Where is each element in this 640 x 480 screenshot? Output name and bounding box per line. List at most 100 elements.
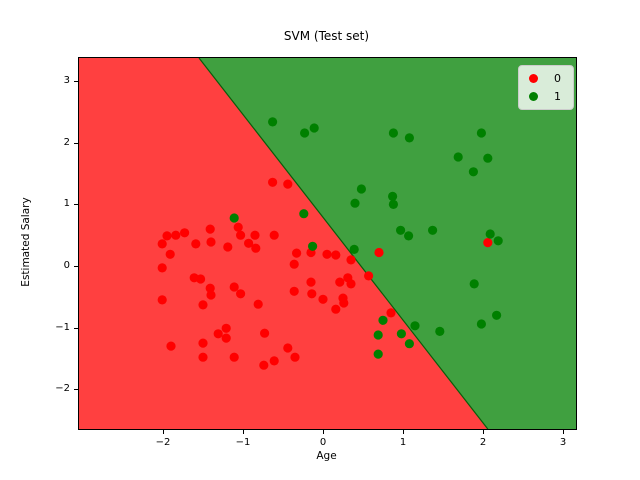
data-point-class-0 bbox=[374, 247, 384, 258]
y-tick-mark bbox=[74, 266, 78, 267]
data-point-class-0 bbox=[205, 283, 215, 293]
data-point-class-0 bbox=[233, 222, 243, 232]
data-point-class-1 bbox=[229, 213, 239, 223]
x-tick-label: −1 bbox=[235, 437, 251, 448]
data-point-class-1 bbox=[493, 236, 503, 246]
data-point-class-0 bbox=[269, 356, 279, 366]
data-point-class-0 bbox=[306, 277, 316, 287]
data-point-class-0 bbox=[364, 271, 374, 281]
data-point-class-0 bbox=[244, 238, 254, 248]
data-point-class-1 bbox=[468, 167, 478, 177]
data-point-class-0 bbox=[339, 298, 349, 308]
data-point-class-0 bbox=[198, 338, 208, 348]
data-point-class-1 bbox=[356, 184, 366, 194]
x-tick-mark bbox=[483, 430, 484, 434]
plot-canvas bbox=[79, 58, 576, 429]
data-point-class-0 bbox=[221, 323, 231, 333]
data-point-class-1 bbox=[396, 225, 406, 235]
y-tick-mark bbox=[74, 327, 78, 329]
data-point-class-0 bbox=[250, 230, 260, 240]
legend-entry-class-0: 0 bbox=[529, 73, 561, 84]
data-point-class-1 bbox=[268, 117, 278, 127]
y-axis-label: Estimated Salary bbox=[20, 197, 32, 287]
x-tick-label: 0 bbox=[319, 437, 327, 448]
region-class-1 bbox=[199, 58, 576, 429]
y-tick-mark bbox=[74, 81, 78, 83]
data-point-class-0 bbox=[269, 230, 279, 240]
data-point-class-0 bbox=[268, 177, 278, 187]
x-axis-label: Age bbox=[316, 450, 337, 462]
data-point-class-0 bbox=[289, 259, 299, 269]
scatter-class-1 bbox=[229, 117, 503, 359]
decision-boundary bbox=[198, 58, 489, 429]
data-point-class-0 bbox=[229, 352, 239, 362]
data-point-class-1 bbox=[404, 133, 414, 143]
data-point-class-0 bbox=[236, 289, 246, 299]
data-point-class-1 bbox=[428, 225, 438, 235]
data-point-class-0 bbox=[292, 248, 302, 258]
data-point-class-1 bbox=[378, 315, 388, 325]
data-point-class-1 bbox=[485, 229, 495, 239]
data-point-class-0 bbox=[229, 282, 239, 292]
data-point-class-0 bbox=[386, 308, 396, 318]
data-point-class-1 bbox=[476, 319, 486, 329]
data-point-class-1 bbox=[388, 191, 398, 201]
x-tick-label: 2 bbox=[479, 437, 487, 448]
class-1-marker-icon bbox=[529, 92, 538, 101]
data-point-class-1 bbox=[396, 329, 406, 339]
data-point-class-0 bbox=[259, 360, 269, 370]
legend-label-class-1: 1 bbox=[554, 90, 561, 103]
data-point-class-1 bbox=[476, 128, 486, 138]
x-tick-mark bbox=[243, 430, 244, 434]
data-point-class-0 bbox=[165, 249, 175, 259]
data-point-class-0 bbox=[289, 286, 299, 296]
y-tick-label: 1 bbox=[63, 198, 70, 210]
data-point-class-0 bbox=[206, 290, 216, 300]
data-point-class-1 bbox=[469, 279, 479, 289]
data-point-class-0 bbox=[335, 277, 345, 287]
data-point-class-1 bbox=[388, 128, 398, 138]
data-point-class-1 bbox=[373, 330, 383, 340]
data-point-class-0 bbox=[253, 299, 263, 309]
data-point-class-1 bbox=[350, 198, 360, 208]
scatter-class-0 bbox=[157, 177, 493, 370]
data-point-class-1 bbox=[300, 128, 310, 138]
data-point-class-0 bbox=[166, 341, 176, 351]
data-point-class-0 bbox=[307, 289, 317, 299]
plot-area: 0 1 −2 −1 0 1 2 3 −2 −1 0 1 2 3 bbox=[55, 57, 577, 448]
data-point-class-0 bbox=[346, 279, 356, 289]
data-point-class-0 bbox=[180, 228, 190, 238]
class-0-marker-icon bbox=[529, 74, 538, 83]
data-point-class-1 bbox=[410, 321, 420, 331]
data-point-class-0 bbox=[221, 333, 231, 343]
y-tick-mark bbox=[74, 204, 78, 206]
data-point-class-0 bbox=[157, 239, 167, 249]
data-point-class-0 bbox=[331, 250, 341, 260]
x-tick-mark bbox=[563, 430, 564, 434]
data-point-class-0 bbox=[283, 179, 293, 189]
data-point-class-1 bbox=[404, 339, 414, 349]
data-point-class-1 bbox=[435, 326, 445, 336]
data-point-class-0 bbox=[251, 243, 261, 253]
x-tick-label: −2 bbox=[155, 437, 171, 448]
x-tick-mark bbox=[403, 430, 404, 434]
y-tick-label: 3 bbox=[63, 75, 70, 87]
y-tick-mark bbox=[74, 389, 78, 391]
y-tick-label: 0 bbox=[63, 260, 70, 271]
data-point-class-1 bbox=[299, 209, 309, 219]
data-point-class-1 bbox=[308, 241, 318, 251]
legend-label-class-0: 0 bbox=[554, 72, 561, 85]
data-point-class-1 bbox=[349, 244, 359, 254]
data-point-class-0 bbox=[346, 255, 356, 265]
data-point-class-0 bbox=[157, 295, 167, 305]
region-class-0 bbox=[79, 58, 488, 429]
data-point-class-0 bbox=[260, 328, 270, 338]
data-point-class-0 bbox=[198, 300, 208, 310]
data-point-class-0 bbox=[236, 230, 246, 240]
data-point-class-0 bbox=[318, 294, 328, 304]
data-point-class-0 bbox=[331, 304, 341, 314]
chart-title: SVM (Test set) bbox=[283, 29, 370, 43]
data-point-class-1 bbox=[309, 123, 319, 133]
y-tick-label: −1 bbox=[55, 321, 70, 333]
data-point-class-1 bbox=[404, 231, 414, 241]
